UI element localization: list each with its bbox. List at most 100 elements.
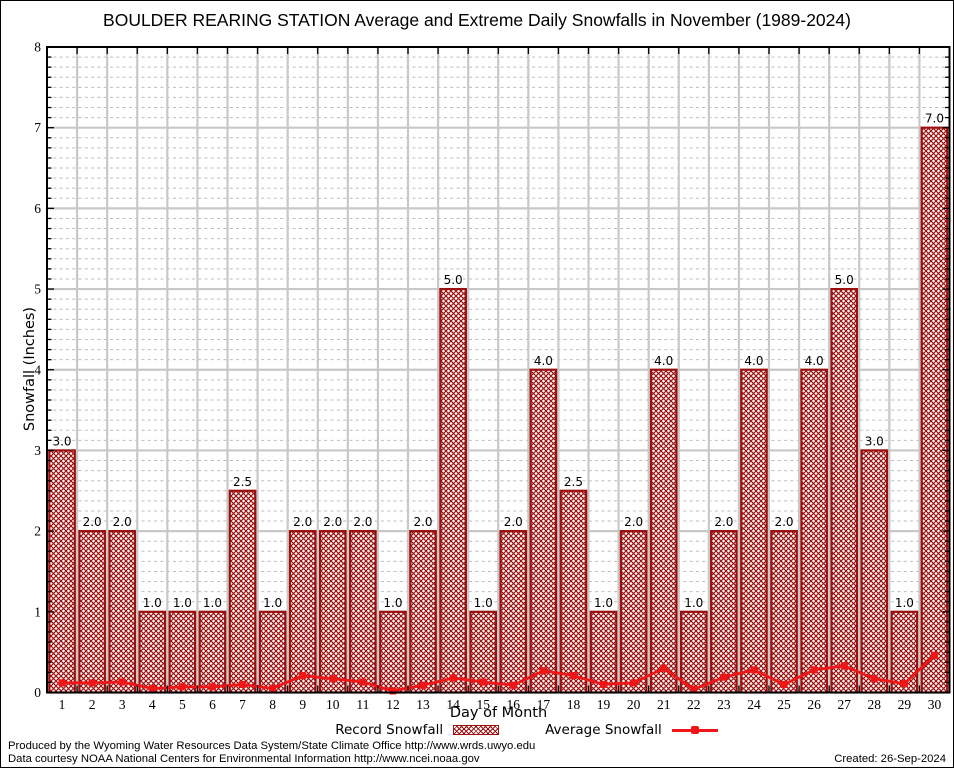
bar-label: 1.0 [684,596,703,610]
bar-label: 7.0 [925,112,944,126]
x-tick-label: 20 [627,697,641,712]
average-marker-icon [208,683,217,691]
bar-label: 1.0 [203,596,222,610]
bar-label: 5.0 [835,273,854,287]
bar-label: 2.5 [564,475,583,489]
bar-label: 1.0 [474,596,493,610]
bar-day-22 [679,610,708,694]
average-marker-icon [419,681,427,689]
average-snowfall-line [58,651,939,695]
x-tick-label: 18 [567,697,581,712]
bar-day-4 [138,610,167,694]
bar-value-labels: 3.0 2.0 2.0 1.0 1.0 1.0 2.5 1.0 2.0 2.0 2.0 1.0 2.0 5… [52,112,944,610]
bar-day-18 [559,489,588,694]
average-marker-icon [299,671,307,680]
bar-label: 4.0 [534,354,553,368]
x-tick-label: 10 [326,697,340,712]
x-tick-label: 23 [717,697,731,712]
legend-record-label: Record Snowfall [335,722,444,738]
bar-day-13 [409,530,437,694]
axis-ticks [47,46,950,694]
x-tick-label: 26 [807,697,821,712]
average-marker-icon [870,675,878,683]
average-marker-icon [238,680,247,689]
average-marker-icon [900,680,908,688]
x-tick-label: 4 [149,697,156,712]
x-tick-label: 22 [687,697,701,712]
x-tick-label: 27 [837,697,851,712]
x-axis-title: Day of Month [449,705,548,721]
y-tick-label: 6 [34,201,41,216]
bar-label: 4.0 [654,354,673,368]
x-tick-label: 1 [59,697,66,712]
average-marker-icon [509,681,517,689]
x-tick-label: 16 [507,697,521,712]
chart-title: BOULDER REARING STATION Average and Extr… [103,10,851,30]
average-marker-icon [269,684,277,693]
bar-day-27 [830,287,859,694]
bar-day-14 [439,287,467,694]
x-tick-label: 15 [476,697,490,712]
bar-day-28 [860,449,889,694]
footer-produced-by: Produced by the Wyoming Water Resources … [8,740,536,752]
y-tick-label: 4 [34,362,41,377]
average-marker-icon [569,671,578,680]
bar-label: 2.0 [293,515,312,529]
average-marker-icon [479,678,487,686]
x-tick-label: 19 [597,697,611,712]
bar-day-7 [228,489,257,694]
average-marker-icon [599,680,608,689]
x-tick-label: 13 [416,697,430,712]
bar-label: 2.0 [83,515,102,529]
average-marker-icon [88,679,96,687]
x-tick-label: 11 [356,697,369,712]
grid-major [47,47,950,693]
x-tick-label: 7 [239,697,246,712]
y-tick-label: 5 [34,282,41,297]
bar-label: 1.0 [895,596,914,610]
average-marker-icon [780,680,788,689]
average-marker-icon [750,666,758,674]
x-tick-label: 28 [868,697,882,712]
x-tick-label: 8 [269,697,276,712]
bar-label: 2.0 [504,515,523,529]
average-marker-icon [178,683,186,691]
x-tick-label: 9 [299,697,306,712]
bar-label: 2.0 [113,515,132,529]
average-marker-icon [118,678,126,686]
bar-day-17 [529,368,558,694]
bar-day-25 [770,530,798,694]
average-marker-icon [810,666,818,674]
y-tick-label: 2 [34,524,41,539]
average-marker-icon [58,679,66,687]
bar-label: 4.0 [805,354,824,368]
bar-day-23 [710,530,738,694]
average-marker-icon [840,662,848,670]
x-tick-label: 25 [777,697,791,712]
bar-label: 1.0 [263,596,282,610]
bar-label: 1.0 [383,596,402,610]
bar-day-1 [48,449,76,694]
bar-label: 3.0 [52,434,71,448]
y-tick-labels: 0 1 2 3 4 5 6 7 8 [34,40,41,701]
y-tick-label: 0 [34,685,41,700]
bar-day-5 [168,610,197,694]
bar-day-24 [740,368,768,694]
record-snowfall-bars [48,126,949,694]
bar-day-12 [379,610,407,694]
x-tick-label: 3 [119,697,126,712]
x-tick-label: 24 [747,697,761,712]
bar-day-6 [198,610,227,694]
x-tick-label: 6 [209,697,216,712]
bar-label: 2.0 [413,515,432,529]
x-tick-label: 21 [657,697,671,712]
legend-record-swatch-icon [453,725,500,735]
y-tick-label: 8 [34,40,41,55]
y-tick-label: 1 [34,604,41,619]
x-tick-label: 2 [89,697,96,712]
average-marker-icon [690,685,698,693]
average-marker-icon [660,664,668,672]
bar-label: 2.0 [774,515,793,529]
